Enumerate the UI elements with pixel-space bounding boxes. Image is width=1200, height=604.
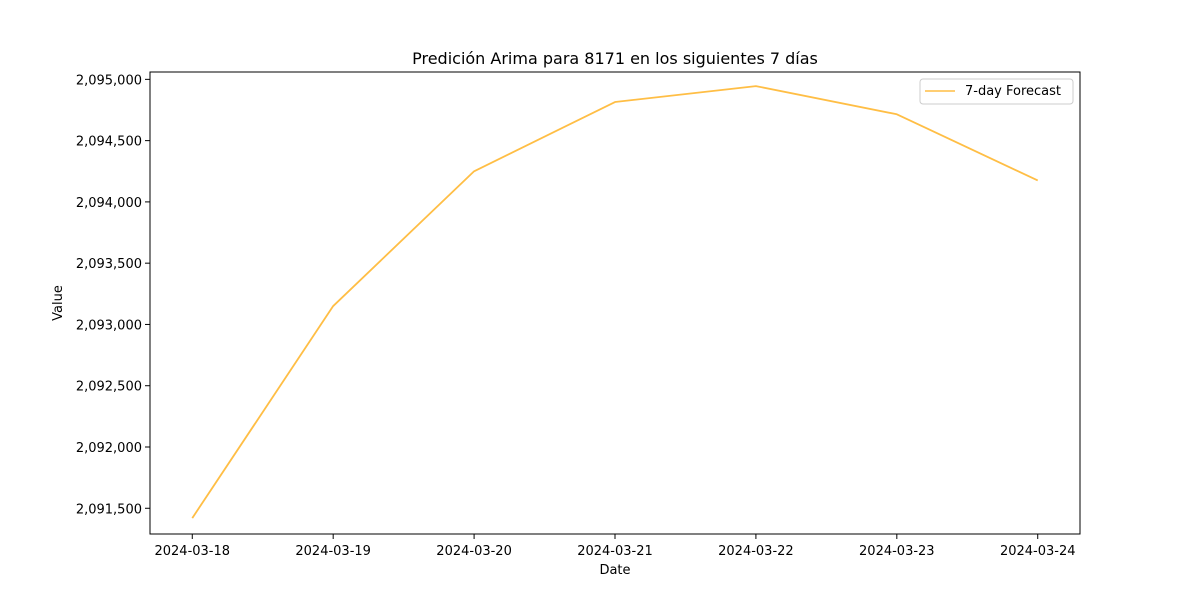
legend: 7-day Forecast [920,79,1073,104]
y-tick-label: 2,091,500 [76,502,142,517]
y-tick-label: 2,094,500 [76,135,142,150]
y-tick-label: 2,093,500 [76,257,142,272]
x-tick-label: 2024-03-18 [154,544,230,559]
x-tick-label: 2024-03-19 [295,544,371,559]
x-tick-label: 2024-03-23 [859,544,935,559]
y-tick-label: 2,092,500 [76,380,142,395]
y-tick-label: 2,095,000 [76,73,142,88]
y-tick-label: 2,094,000 [76,196,142,211]
y-axis-label: Value [51,285,66,321]
y-tick-label: 2,092,000 [76,441,142,456]
x-tick-label: 2024-03-24 [1000,544,1076,559]
y-tick-label: 2,093,000 [76,318,142,333]
chart-title: Predición Arima para 8171 en los siguien… [412,49,818,68]
x-axis-label: Date [599,563,630,578]
legend-label: 7-day Forecast [965,84,1061,99]
x-tick-label: 2024-03-22 [718,544,794,559]
x-tick-label: 2024-03-21 [577,544,653,559]
x-tick-label: 2024-03-20 [436,544,512,559]
